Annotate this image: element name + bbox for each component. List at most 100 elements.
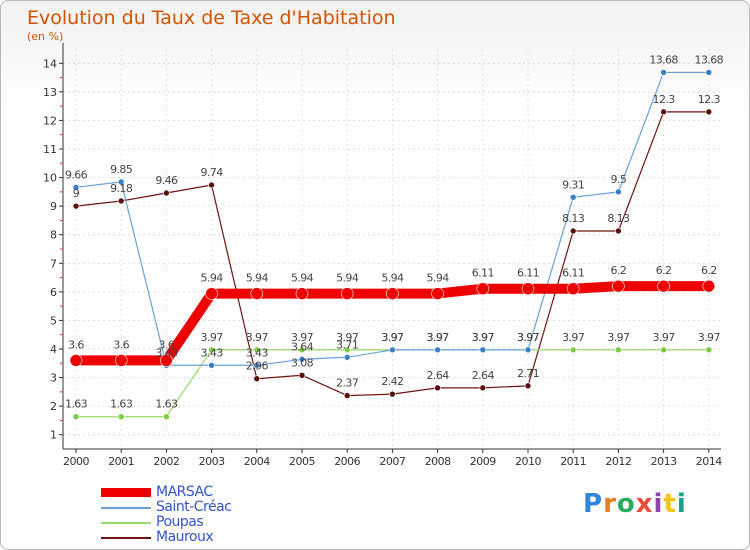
legend-item: Poupas [101, 514, 301, 530]
data-label: 3.97 [562, 331, 585, 344]
data-label: 9.5 [611, 173, 627, 186]
data-point [117, 178, 125, 186]
data-point [208, 346, 215, 354]
data-label: 3.43 [155, 346, 178, 359]
data-label: 13.68 [649, 53, 678, 66]
data-label: 3.43 [246, 346, 269, 359]
data-point [295, 287, 309, 300]
x-tick-label: 2008 [425, 455, 451, 468]
x-tick-label: 2003 [199, 455, 225, 468]
data-point [615, 346, 622, 354]
logo-letter: o [616, 489, 636, 519]
data-label: 3.71 [336, 338, 358, 351]
data-label: 6.2 [611, 264, 627, 277]
data-label: 9.85 [110, 163, 133, 176]
logo-letter: x [635, 489, 654, 519]
data-label: 3.97 [291, 331, 314, 344]
data-label: 9.46 [155, 174, 178, 187]
data-label: 12.3 [653, 93, 676, 106]
data-label: 3.6 [113, 338, 129, 351]
data-point [702, 279, 716, 293]
data-point [657, 279, 670, 293]
data-label: 3.97 [517, 331, 540, 344]
data-point [705, 69, 713, 76]
data-label: 3.97 [472, 331, 495, 344]
y-tick-label: 5 [50, 314, 57, 327]
data-point [72, 183, 80, 191]
data-point [615, 227, 622, 235]
data-point [163, 413, 170, 421]
data-label: 9.31 [562, 178, 584, 191]
data-label: 3.64 [291, 340, 314, 353]
data-point [253, 346, 261, 354]
data-point [343, 353, 351, 361]
data-point [298, 346, 306, 354]
data-point [114, 354, 128, 367]
data-label: 2.37 [336, 377, 359, 390]
data-point [389, 346, 396, 354]
data-label: 2.96 [246, 360, 269, 373]
x-tick-label: 2011 [560, 455, 586, 468]
data-point [479, 384, 487, 392]
x-tick-label: 2009 [470, 455, 496, 468]
data-point [208, 181, 215, 189]
data-point [340, 287, 354, 300]
data-label: 3.97 [381, 331, 404, 344]
legend-swatch [101, 488, 151, 497]
legend-item: Saint-Créac [101, 499, 301, 515]
y-tick-label: 11 [43, 143, 57, 156]
y-tick-label: 3 [50, 372, 57, 385]
data-label: 3.6 [159, 338, 175, 351]
data-label: 3.6 [68, 338, 84, 351]
legend-label: Mauroux [156, 529, 214, 545]
data-label: 9.18 [110, 182, 133, 195]
data-label: 3.97 [427, 331, 450, 344]
y-tick-label: 13 [43, 86, 57, 99]
data-label: 3.97 [517, 331, 540, 344]
chart-legend: MARSAC Saint-Créac Poupas Mauroux [101, 484, 301, 545]
data-label: 3.08 [291, 356, 314, 369]
data-point [117, 413, 125, 421]
legend-label: MARSAC [156, 484, 213, 500]
y-tick-label: 8 [50, 229, 57, 242]
legend-swatch [101, 537, 151, 539]
data-label: 3.97 [607, 331, 630, 344]
data-label: 3.97 [698, 331, 721, 344]
data-label: 12.3 [698, 93, 721, 106]
data-point [566, 282, 580, 296]
data-label: 3.97 [336, 331, 359, 344]
y-tick-label: 1 [50, 429, 57, 442]
data-point [208, 361, 215, 369]
y-tick-label: 10 [43, 172, 57, 185]
x-tick-label: 2002 [153, 455, 179, 468]
data-point [389, 390, 396, 398]
data-label: 5.94 [201, 272, 224, 285]
data-point [569, 346, 577, 354]
data-label: 3.97 [201, 331, 224, 344]
data-point [253, 361, 261, 369]
data-label: 3.43 [201, 346, 224, 359]
y-tick-label: 14 [43, 57, 57, 70]
data-point [476, 282, 490, 296]
x-tick-label: 2013 [651, 455, 677, 468]
data-point [69, 354, 83, 367]
data-label: 3.97 [653, 331, 676, 344]
data-label: 3.97 [381, 331, 404, 344]
chart-title: Evolution du Taux de Taxe d'Habitation [27, 7, 396, 29]
legend-label: Poupas [156, 514, 204, 530]
data-label: 8.13 [562, 212, 585, 225]
data-label: 2.42 [381, 375, 403, 388]
data-point [705, 346, 713, 354]
data-label: 3.97 [472, 331, 495, 344]
data-point [524, 382, 532, 390]
data-point [343, 392, 351, 399]
data-point [615, 188, 622, 196]
data-label: 1.63 [110, 398, 133, 411]
data-label: 5.94 [381, 272, 404, 285]
x-tick-label: 2007 [379, 455, 405, 468]
data-point [612, 279, 625, 293]
data-point [431, 287, 444, 300]
data-label: 9 [73, 187, 80, 200]
logo-letter: r [603, 489, 617, 519]
